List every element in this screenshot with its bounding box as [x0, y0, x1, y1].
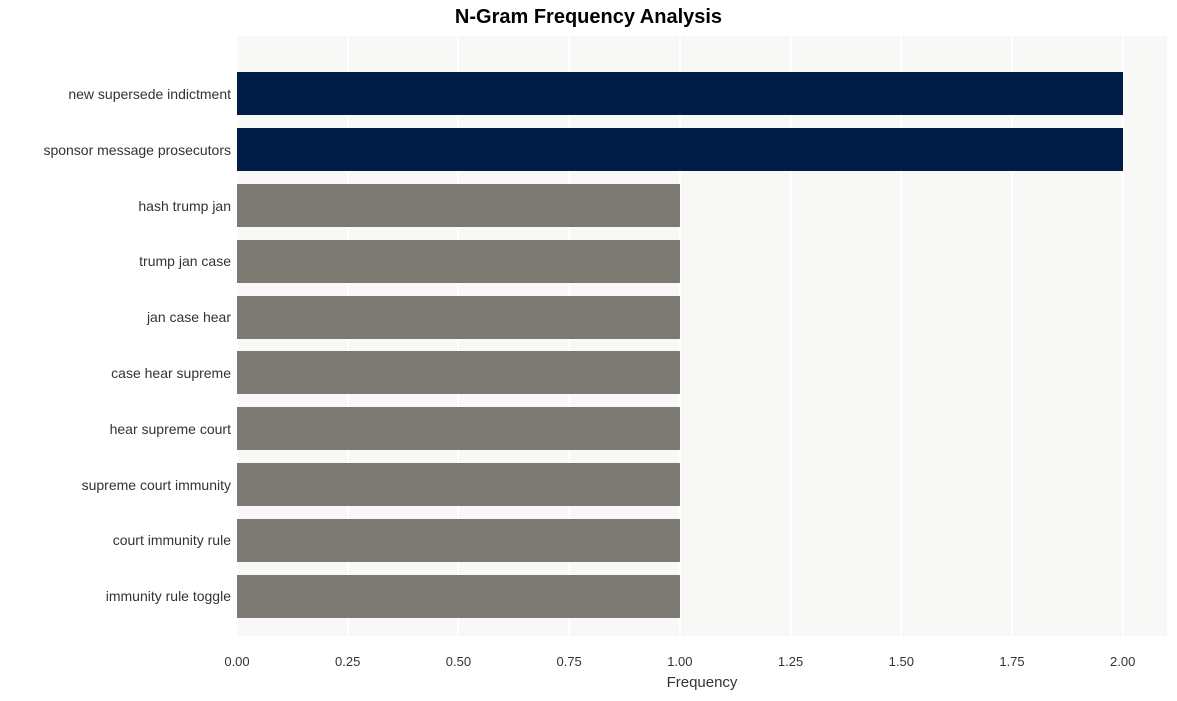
- y-tick-label: sponsor message prosecutors: [43, 142, 231, 158]
- y-tick-label: trump jan case: [139, 253, 231, 269]
- bar: [237, 296, 680, 339]
- y-tick-label: case hear supreme: [111, 365, 231, 381]
- x-tick-label: 0.25: [335, 654, 360, 669]
- x-gridline: [790, 36, 792, 636]
- bar: [237, 240, 680, 283]
- y-tick-label: immunity rule toggle: [106, 588, 231, 604]
- x-tick-label: 1.25: [778, 654, 803, 669]
- chart-title: N-Gram Frequency Analysis: [0, 6, 1177, 29]
- bar: [237, 128, 1123, 171]
- x-gridline: [1011, 36, 1013, 636]
- bar: [237, 575, 680, 618]
- y-tick-label: supreme court immunity: [82, 477, 231, 493]
- x-tick-label: 1.00: [667, 654, 692, 669]
- y-tick-label: new supersede indictment: [68, 86, 231, 102]
- bar: [237, 463, 680, 506]
- bar: [237, 72, 1123, 115]
- x-gridline: [900, 36, 902, 636]
- y-tick-label: court immunity rule: [113, 532, 231, 548]
- bar: [237, 351, 680, 394]
- x-tick-label: 0.75: [556, 654, 581, 669]
- x-tick-label: 2.00: [1110, 654, 1135, 669]
- x-tick-label: 1.50: [889, 654, 914, 669]
- x-gridline: [1122, 36, 1124, 636]
- y-tick-label: hear supreme court: [110, 421, 231, 437]
- ngram-frequency-chart: N-Gram Frequency Analysis Frequency 0.00…: [0, 0, 1177, 701]
- bar: [237, 184, 680, 227]
- bar: [237, 407, 680, 450]
- y-tick-label: hash trump jan: [138, 198, 231, 214]
- x-tick-label: 1.75: [999, 654, 1024, 669]
- plot-area: [237, 36, 1167, 636]
- x-axis-title: Frequency: [237, 674, 1167, 691]
- bar: [237, 519, 680, 562]
- y-tick-label: jan case hear: [147, 309, 231, 325]
- x-tick-label: 0.50: [446, 654, 471, 669]
- x-tick-label: 0.00: [224, 654, 249, 669]
